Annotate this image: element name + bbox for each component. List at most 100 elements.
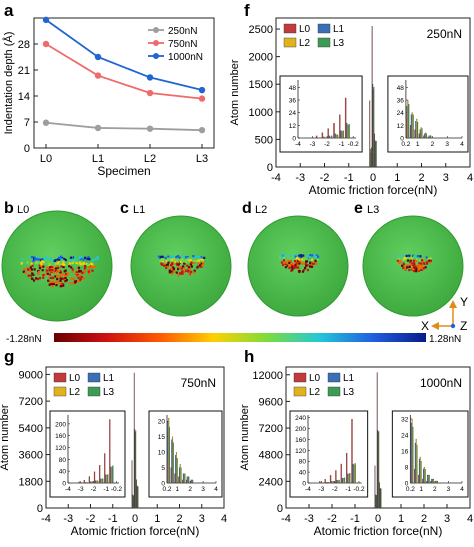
friction-atom xyxy=(54,269,57,272)
friction-atom xyxy=(419,255,422,258)
y-tick-label: 1800 xyxy=(19,476,43,488)
friction-atom xyxy=(42,276,45,279)
panel-label-g: g xyxy=(4,347,14,366)
friction-atom xyxy=(30,268,33,271)
inset-bar xyxy=(351,418,353,484)
inset-bar xyxy=(344,97,347,139)
friction-atom xyxy=(409,261,412,264)
colorbar xyxy=(54,333,426,342)
friction-atom xyxy=(71,261,74,265)
inset-bar xyxy=(191,479,193,484)
inset-bar xyxy=(179,467,181,484)
inset-bar xyxy=(333,481,335,484)
friction-atom xyxy=(418,264,421,267)
friction-atom xyxy=(40,260,43,263)
inset-bar xyxy=(414,468,416,484)
legend-label: L3 xyxy=(343,387,355,398)
inset-bar xyxy=(172,436,174,484)
friction-atom xyxy=(165,264,168,267)
friction-atom xyxy=(167,255,170,258)
friction-atom xyxy=(167,266,170,269)
inset-bar xyxy=(337,480,339,484)
friction-atom xyxy=(75,271,78,274)
friction-atom xyxy=(165,266,168,270)
axes-triad-icon: Y X Z xyxy=(421,295,468,333)
friction-atom xyxy=(46,266,49,269)
friction-atom xyxy=(280,261,284,264)
friction-atom xyxy=(70,277,73,280)
friction-atom xyxy=(188,259,191,262)
x-tick-label: -4 xyxy=(281,513,291,525)
friction-atom xyxy=(63,257,66,261)
friction-atom xyxy=(187,256,190,259)
friction-atom xyxy=(64,269,67,272)
y-axis-label: Atom number xyxy=(0,404,11,470)
friction-atom xyxy=(32,273,35,276)
x-tick-label: -3 xyxy=(304,513,314,525)
friction-atom xyxy=(45,272,48,275)
friction-atom xyxy=(405,254,408,257)
y-tick-label: 1000 xyxy=(249,107,273,119)
inset-x-tick-label: 1 xyxy=(416,141,420,148)
x-tick-label: -2 xyxy=(320,172,330,184)
inset-y-tick-label: 160 xyxy=(295,437,306,444)
friction-atom xyxy=(402,258,405,261)
friction-atom xyxy=(37,273,40,276)
y-tick-label: 2000 xyxy=(249,52,273,64)
friction-atom xyxy=(300,258,303,261)
friction-atom xyxy=(88,257,91,261)
friction-atom xyxy=(77,276,80,279)
friction-atom xyxy=(282,256,285,259)
friction-atom xyxy=(416,265,419,268)
legend-swatch xyxy=(283,23,297,34)
friction-atom xyxy=(63,264,66,267)
inset-x-tick-label: -4 xyxy=(305,486,311,493)
inset-bar xyxy=(175,455,177,484)
friction-atom xyxy=(84,256,87,259)
inset-bar xyxy=(327,128,329,139)
friction-atom xyxy=(45,256,48,259)
friction-atom xyxy=(290,269,293,272)
y-tick-label: 7200 xyxy=(19,396,43,408)
inset-x-tick-label: 0.2 xyxy=(406,486,415,493)
friction-atom xyxy=(294,264,297,267)
inset-y-tick-label: 32 xyxy=(401,417,409,424)
friction-atom xyxy=(176,263,179,266)
friction-atom xyxy=(170,263,174,266)
friction-atom xyxy=(33,268,36,271)
data-point xyxy=(198,95,206,102)
friction-atom xyxy=(54,263,57,266)
friction-atom xyxy=(179,272,182,275)
friction-atom xyxy=(279,256,282,259)
friction-atom xyxy=(315,254,318,257)
inset-bar xyxy=(345,452,348,484)
friction-atom xyxy=(51,285,54,288)
friction-atom xyxy=(197,265,200,268)
inset-x-tick-label: 4 xyxy=(214,486,218,493)
inset-bar xyxy=(412,426,414,484)
friction-atom xyxy=(33,256,36,259)
friction-atom xyxy=(59,285,62,288)
inset-bar xyxy=(112,465,114,484)
friction-atom xyxy=(181,260,184,263)
data-point xyxy=(198,86,206,94)
inset-y-tick-label: 10 xyxy=(158,450,166,457)
inset-y-tick-label: 48 xyxy=(397,85,405,92)
friction-atom xyxy=(81,271,84,274)
friction-atom xyxy=(412,259,415,262)
x-axis-label: Atomic friction force(nN) xyxy=(309,183,438,197)
y-tick-label: 5400 xyxy=(19,423,43,435)
inset-x-tick-label: 2 xyxy=(431,141,435,148)
main-bar xyxy=(374,465,376,509)
x-axis-label: Specimen xyxy=(97,164,150,178)
friction-atom xyxy=(160,262,163,265)
friction-atom xyxy=(167,258,170,261)
main-bar xyxy=(373,86,375,168)
friction-atom xyxy=(72,277,75,280)
friction-atom xyxy=(175,262,178,265)
friction-atom xyxy=(66,272,69,275)
friction-atom xyxy=(180,267,183,270)
y-tick-label: 500 xyxy=(255,134,273,146)
friction-atom xyxy=(59,279,62,282)
